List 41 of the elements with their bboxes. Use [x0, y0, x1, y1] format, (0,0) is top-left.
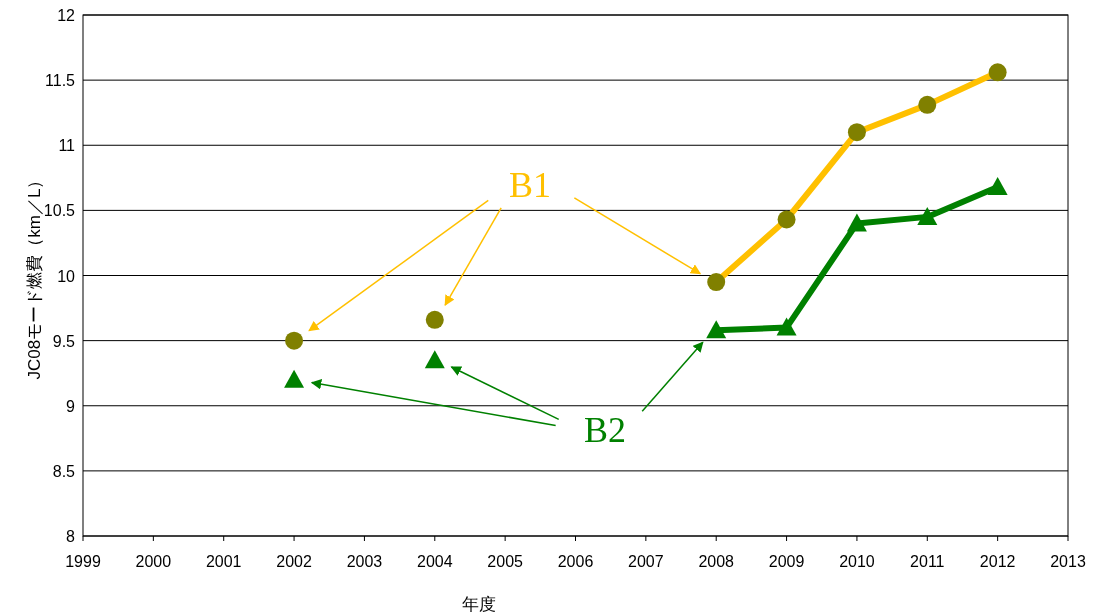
point [707, 273, 726, 292]
point [988, 63, 1007, 82]
x-tick-label: 1999 [65, 553, 101, 570]
x-tick-label: 2003 [346, 553, 383, 570]
point [285, 331, 304, 350]
y-tick-label: 11 [58, 137, 76, 155]
point [846, 213, 867, 232]
text: B1 [508, 165, 552, 205]
point [706, 320, 727, 339]
x-tick-label: 2006 [557, 553, 594, 570]
point [917, 206, 938, 225]
y-tick-label: 9 [66, 397, 76, 415]
y-axis-title: JC08モード燃費（km／L） [25, 171, 44, 380]
point [777, 210, 796, 229]
x-axis-title: 年度 [461, 595, 496, 614]
point [847, 123, 866, 142]
x-tick-label: 2004 [416, 553, 453, 570]
point [987, 176, 1008, 195]
y-tick-label: 9.5 [52, 332, 76, 350]
x-tick-label: 2013 [1050, 553, 1086, 570]
y-tick-label: 10 [57, 267, 76, 285]
point [425, 310, 444, 329]
y-tick-label: 8 [66, 528, 76, 545]
x-tick-label: 2012 [979, 553, 1016, 570]
x-tick-label: 2001 [205, 553, 242, 570]
y-tick-label: 8.5 [52, 462, 76, 480]
x-tick-label: 2000 [135, 553, 172, 570]
point [284, 369, 305, 388]
y-tick-label: 10.5 [43, 202, 76, 220]
x-tick-label: 2007 [628, 553, 664, 570]
x-tick-label: 2010 [839, 553, 875, 570]
x-tick-label: 2002 [276, 553, 312, 570]
x-tick-label: 2008 [698, 553, 735, 570]
point [776, 317, 797, 336]
point [424, 350, 445, 369]
x-tick-label: 2011 [910, 553, 945, 570]
x-tick-label: 2005 [487, 553, 524, 570]
y-tick-label: 12 [57, 7, 76, 24]
x-tick-label: 2009 [768, 553, 805, 570]
y-tick-label: 11.5 [45, 72, 76, 90]
point [918, 95, 937, 114]
